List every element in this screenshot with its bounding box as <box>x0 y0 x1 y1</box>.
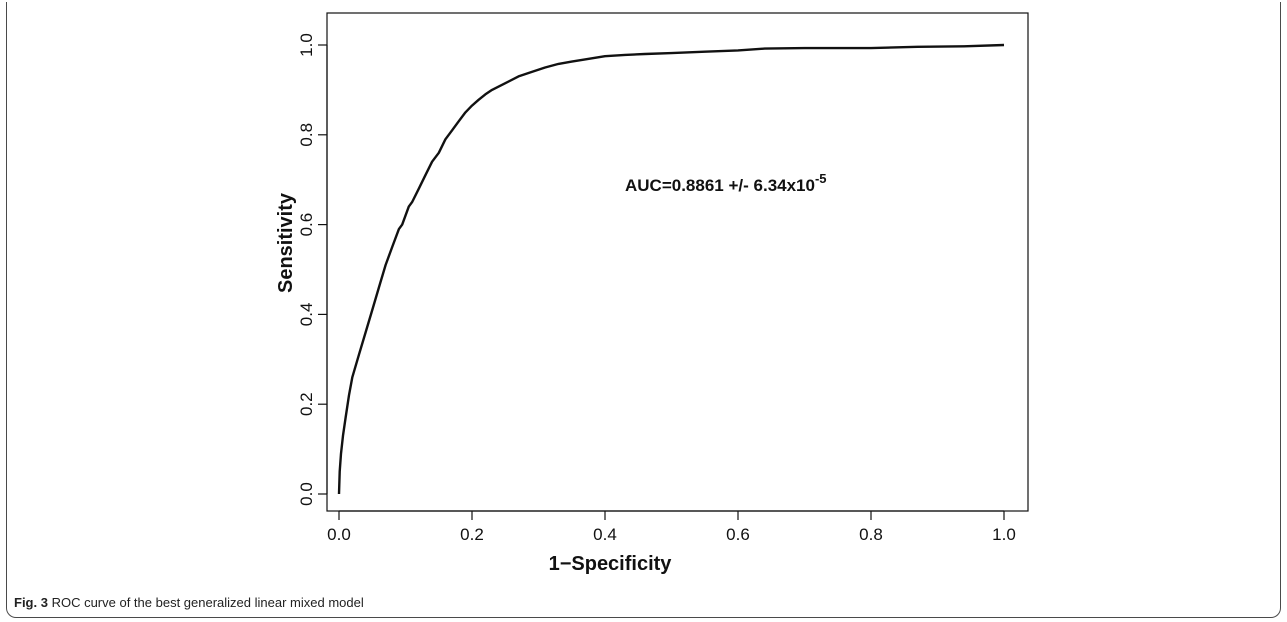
x-tick-label: 0.0 <box>327 525 351 544</box>
x-tick-label: 0.6 <box>726 525 750 544</box>
y-tick-label: 0.2 <box>297 392 316 416</box>
y-tick-label: 0.0 <box>297 482 316 506</box>
x-tick-label: 1.0 <box>992 525 1016 544</box>
x-tick-label: 0.2 <box>460 525 484 544</box>
caption-label: Fig. 3 <box>14 595 48 610</box>
x-tick-label: 0.8 <box>859 525 883 544</box>
y-tick-label: 1.0 <box>297 33 316 57</box>
figure-caption: Fig. 3 ROC curve of the best generalized… <box>14 595 364 610</box>
y-tick-label: 0.8 <box>297 123 316 147</box>
x-axis-title: 1−Specificity <box>549 553 673 575</box>
caption-text: ROC curve of the best generalized linear… <box>51 595 364 610</box>
roc-curve-line <box>337 43 1005 495</box>
y-tick-label: 0.6 <box>297 213 316 237</box>
auc-annotation-exponent: -5 <box>815 171 827 186</box>
figure-frame <box>6 2 1281 618</box>
plot-area <box>326 12 1029 512</box>
axes: 0.0 0.2 0.4 0.6 0.8 1.0 0.0 0.2 0.4 0.6 0.8 1.0 <box>297 33 1016 544</box>
auc-annotation: AUC=0.8861 +/- 6.34x10-5 <box>625 171 827 195</box>
plot-frame <box>326 12 1029 512</box>
y-axis-title: Sensitivity <box>275 192 297 293</box>
auc-annotation-text: AUC=0.8861 +/- 6.34x10 <box>625 176 815 195</box>
y-tick-label: 0.4 <box>297 303 316 327</box>
x-tick-label: 0.4 <box>593 525 617 544</box>
